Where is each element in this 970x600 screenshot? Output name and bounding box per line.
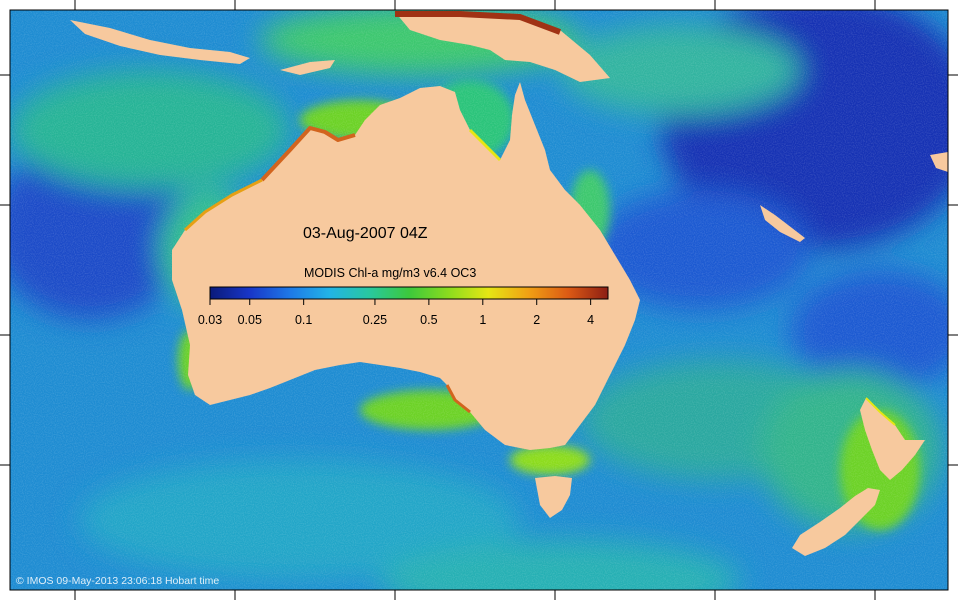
land-new-zealand-north <box>860 398 925 480</box>
land-timor <box>280 60 335 75</box>
colorbar-tick-label: 0.03 <box>198 313 222 327</box>
colorbar-legend: MODIS Chl-a mg/m3 v6.4 OC3 0.03 0.05 0.1 0.… <box>198 266 609 327</box>
colorbar-tick-label: 0.25 <box>363 313 387 327</box>
land-vanuatu <box>930 152 948 172</box>
land-new-caledonia <box>760 205 805 242</box>
colorbar-title: MODIS Chl-a mg/m3 v6.4 OC3 <box>304 266 476 280</box>
colorbar-tick-label: 0.1 <box>295 313 312 327</box>
colorbar <box>209 286 609 300</box>
colorbar-tick-label: 0.5 <box>420 313 437 327</box>
colorbar-tick-label: 1 <box>479 313 486 327</box>
copyright-label: © IMOS 09-May-2013 23:06:18 Hobart time <box>16 575 219 587</box>
colorbar-tick-label: 2 <box>533 313 540 327</box>
colorbar-ticks: 0.03 0.05 0.1 0.25 0.5 1 2 4 <box>198 299 594 327</box>
colorbar-tick-label: 4 <box>587 313 594 327</box>
land-indonesia <box>70 20 250 64</box>
date-label: 03-Aug-2007 04Z <box>303 225 428 242</box>
land-new-zealand-south <box>792 488 880 556</box>
colorbar-tick-label: 0.05 <box>238 313 262 327</box>
land-australia <box>172 82 640 450</box>
land-tasmania <box>535 476 572 518</box>
